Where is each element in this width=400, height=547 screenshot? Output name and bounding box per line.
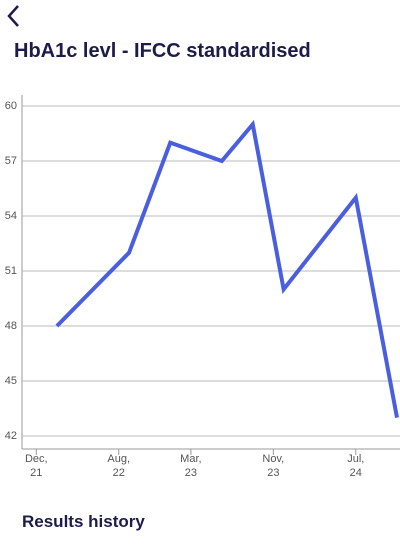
y-tick-label: 42: [5, 430, 17, 442]
section-heading: Results history: [22, 512, 145, 531]
x-tick-label: Dec, 21: [24, 453, 48, 479]
y-tick-label: 48: [5, 320, 17, 332]
chart-title: HbA1c levl - IFCC standardised: [14, 40, 311, 62]
y-tick-label: 57: [5, 155, 17, 167]
x-tick-label: Aug, 22: [107, 453, 131, 479]
chart: 42 45 48 51 54 57 60: [5, 95, 400, 455]
x-tick-label: Mar, 23: [180, 453, 202, 479]
y-tick-label: 51: [5, 265, 17, 277]
y-tick-label: 45: [5, 375, 17, 387]
y-tick-label: 60: [5, 100, 17, 112]
y-tick-label: 54: [5, 210, 17, 222]
x-tick-label: Jul, 24: [347, 453, 365, 479]
x-tick-label: Nov, 23: [262, 453, 285, 479]
back-button[interactable]: [4, 2, 24, 32]
data-line: [55, 119, 399, 419]
